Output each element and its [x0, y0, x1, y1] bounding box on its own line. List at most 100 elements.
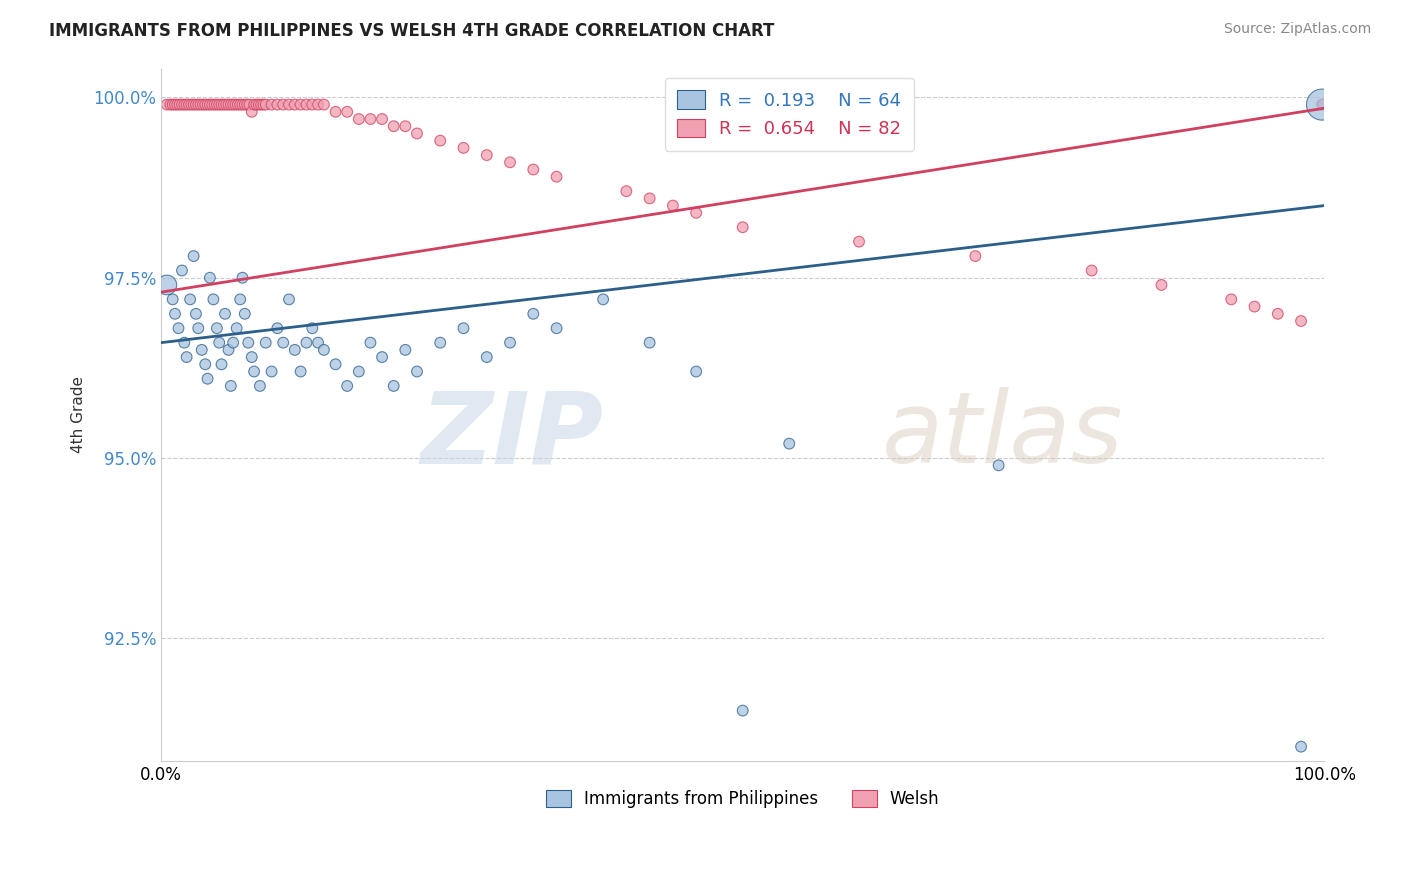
Point [229, 293, 252, 307]
Point [197, 372, 219, 386]
Point [1243, 300, 1265, 314]
Point [198, 97, 221, 112]
Point [271, 97, 294, 112]
Point [249, 379, 271, 393]
Point [1310, 97, 1333, 112]
Point [250, 97, 273, 112]
Text: Source: ZipAtlas.com: Source: ZipAtlas.com [1223, 22, 1371, 37]
Point [371, 112, 394, 126]
Point [1289, 739, 1312, 754]
Point [245, 97, 267, 112]
Point [278, 97, 301, 112]
Point [987, 458, 1010, 473]
Point [180, 97, 202, 112]
Point [685, 206, 707, 220]
Point [1310, 97, 1333, 112]
Point [347, 112, 370, 126]
Point [1220, 293, 1243, 307]
Point [290, 364, 312, 378]
Point [219, 97, 242, 112]
Point [218, 97, 240, 112]
Point [169, 97, 191, 112]
Point [205, 321, 228, 335]
Point [278, 293, 301, 307]
Point [260, 97, 283, 112]
Point [429, 335, 451, 350]
Point [191, 343, 214, 357]
Point [295, 97, 318, 112]
Point [240, 104, 263, 119]
Point [522, 307, 544, 321]
Point [614, 184, 637, 198]
Point [284, 97, 307, 112]
Point [429, 134, 451, 148]
Point [179, 293, 201, 307]
Point [271, 335, 294, 350]
Point [176, 350, 198, 364]
Point [204, 97, 226, 112]
Point [325, 357, 347, 371]
Text: IMMIGRANTS FROM PHILIPPINES VS WELSH 4TH GRADE CORRELATION CHART: IMMIGRANTS FROM PHILIPPINES VS WELSH 4TH… [49, 22, 775, 40]
Point [312, 97, 335, 112]
Point [222, 335, 245, 350]
Point [359, 112, 381, 126]
Point [229, 97, 252, 112]
Point [382, 379, 405, 393]
Y-axis label: 4th Grade: 4th Grade [72, 376, 86, 453]
Point [453, 321, 475, 335]
Point [197, 97, 219, 112]
Point [236, 97, 259, 112]
Point [201, 97, 224, 112]
Point [1312, 97, 1334, 112]
Point [336, 104, 359, 119]
Point [254, 97, 277, 112]
Point [662, 198, 685, 212]
Point [184, 97, 207, 112]
Point [247, 97, 270, 112]
Point [167, 321, 190, 335]
Legend: Immigrants from Philippines, Welsh: Immigrants from Philippines, Welsh [538, 783, 946, 815]
Point [731, 704, 754, 718]
Point [1267, 307, 1289, 321]
Point [219, 379, 242, 393]
Point [173, 335, 195, 350]
Point [238, 97, 260, 112]
Point [307, 97, 329, 112]
Point [336, 379, 359, 393]
Point [453, 141, 475, 155]
Point [312, 343, 335, 357]
Point [371, 350, 394, 364]
Point [685, 364, 707, 378]
Point [260, 364, 283, 378]
Point [183, 97, 205, 112]
Point [778, 436, 800, 450]
Point [359, 335, 381, 350]
Point [475, 350, 498, 364]
Point [290, 97, 312, 112]
Point [156, 277, 179, 292]
Point [205, 97, 228, 112]
Point [211, 357, 233, 371]
Point [238, 335, 260, 350]
Point [522, 162, 544, 177]
Point [166, 97, 188, 112]
Point [301, 321, 323, 335]
Point [163, 307, 186, 321]
Point [191, 97, 214, 112]
Point [163, 97, 186, 112]
Point [252, 97, 274, 112]
Text: ZIP: ZIP [420, 387, 603, 484]
Point [499, 335, 522, 350]
Point [284, 343, 307, 357]
Point [546, 321, 568, 335]
Point [162, 97, 184, 112]
Point [224, 97, 246, 112]
Point [347, 364, 370, 378]
Point [1080, 263, 1102, 277]
Point [170, 263, 193, 277]
Point [382, 120, 405, 134]
Point [198, 270, 221, 285]
Point [226, 97, 249, 112]
Point [848, 235, 870, 249]
Point [301, 97, 323, 112]
